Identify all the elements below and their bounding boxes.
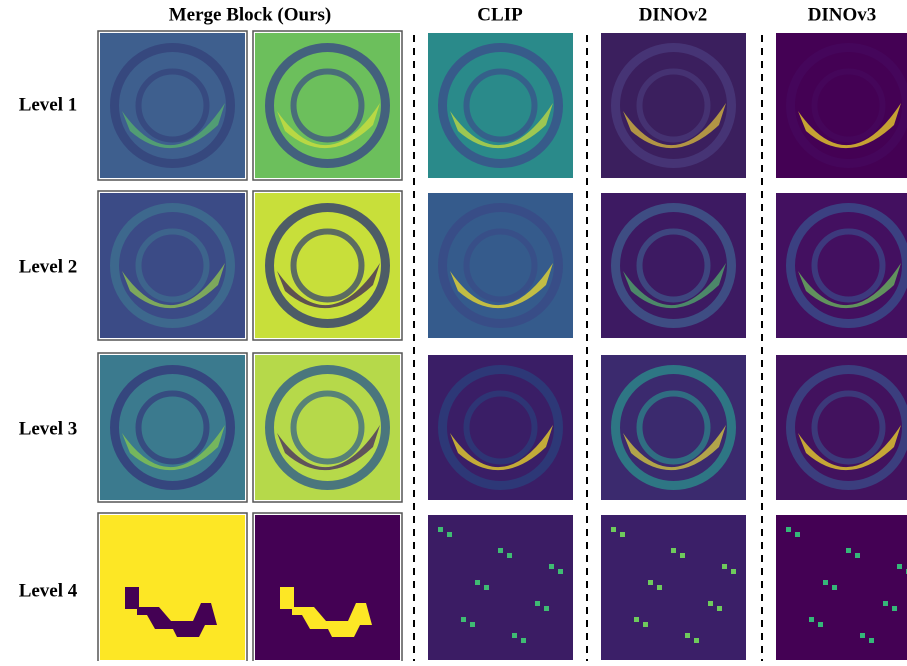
heatmap-pixel [470,622,475,627]
heatmap-pixel [869,638,874,643]
heatmap-pixel [694,638,699,643]
heatmap-pixel [832,585,837,590]
column-header: DINOv2 [639,4,708,25]
heatmap [428,193,573,338]
heatmap-pixel [498,548,503,553]
heatmap-pixel [475,580,480,585]
heatmap-pixel [512,633,517,638]
heatmap-pixel [717,606,722,611]
heatmap [428,33,573,178]
heatmap-pixel [671,548,676,553]
heatmap [601,193,746,338]
heatmap-pixel [892,606,897,611]
heatmap [255,33,400,178]
heatmap-pixel [620,532,625,537]
heatmap-pixel [484,585,489,590]
heatmap [255,193,400,338]
heatmap-pixel [680,553,685,558]
heatmap [255,515,400,660]
heatmap-pixel [846,548,851,553]
heatmap-pixel [461,617,466,622]
heatmap-pixel [809,617,814,622]
heatmap-pixel [521,638,526,643]
heatmap-pixel [549,564,554,569]
heatmap-pixel [438,527,443,532]
heatmap [100,33,245,178]
page: Merge Block (Ours) CLIP DINOv2 DINOv3 Le… [0,0,907,661]
heatmap-pixel [648,580,653,585]
heatmap-pixel [708,601,713,606]
column-header: Merge Block (Ours) [169,4,332,25]
heatmap-pixel [558,569,563,574]
heatmap-pixel [634,617,639,622]
column-header: DINOv3 [808,4,877,25]
heatmap-pixel [883,601,888,606]
row-label: Level 3 [19,418,78,439]
heatmap [776,193,907,338]
heatmap-pixel [685,633,690,638]
heatmap-pixel [611,527,616,532]
heatmap [601,33,746,178]
heatmap-pixel [795,532,800,537]
heatmap-pixel [786,527,791,532]
row-label: Level 4 [19,580,78,601]
heatmap [100,193,245,338]
heatmap [601,355,746,500]
heatmap-pixel [860,633,865,638]
figure: Merge Block (Ours) CLIP DINOv2 DINOv3 Le… [0,0,907,661]
heatmap-pixel [722,564,727,569]
heatmap [428,355,573,500]
heatmap-pixel [731,569,736,574]
heatmap [100,355,245,500]
heatmap-pixel [823,580,828,585]
heatmap-pixel [447,532,452,537]
heatmap [100,515,245,660]
heatmap-pixel [855,553,860,558]
heatmap-pixel [818,622,823,627]
heatmap-pixel [507,553,512,558]
row-label: Level 2 [19,256,78,277]
heatmap-pixel [535,601,540,606]
heatmap [776,33,907,178]
column-header: CLIP [477,4,523,25]
heatmap-pixel [897,564,902,569]
heatmap [255,355,400,500]
row-label: Level 1 [19,94,78,115]
heatmap-pixel [643,622,648,627]
heatmap [776,355,907,500]
heatmap-pixel [657,585,662,590]
heatmap-pixel [544,606,549,611]
